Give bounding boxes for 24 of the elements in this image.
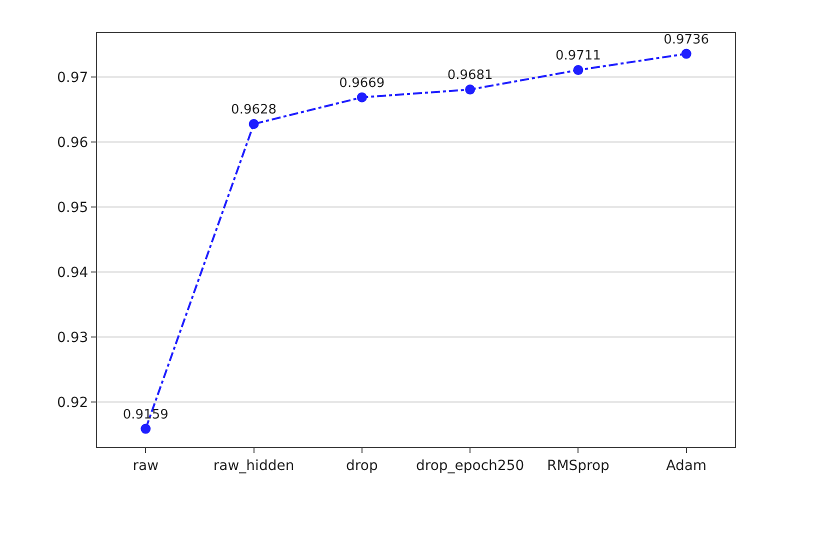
data-label: 0.9736 [664,32,710,48]
data-label: 0.9711 [555,48,601,64]
point [248,118,259,129]
y-tick-label: 0.94 [57,265,88,282]
data-label: 0.9628 [231,102,277,118]
data-label: 0.9669 [339,76,385,91]
x-tick-label: raw [132,458,159,474]
x-tick-label: Adam [666,458,707,474]
y-tick-label: 0.97 [57,70,88,86]
point [465,84,476,95]
point [573,65,584,76]
point [356,92,367,102]
point [681,48,692,59]
x-tick-label: drop_epoch250 [416,458,524,474]
x-tick-label: drop [346,458,378,474]
x-tick-label: raw_hidden [213,458,294,474]
y-tick-label: 0.92 [57,395,88,412]
point [140,424,151,434]
data-label: 0.9159 [122,407,168,422]
data-label: 0.9681 [447,68,493,84]
y-tick-label: 0.93 [57,330,88,346]
y-tick-label: 0.96 [57,135,88,152]
x-tick-label: RMSprop [546,458,610,474]
y-tick-label: 0.95 [57,200,88,216]
